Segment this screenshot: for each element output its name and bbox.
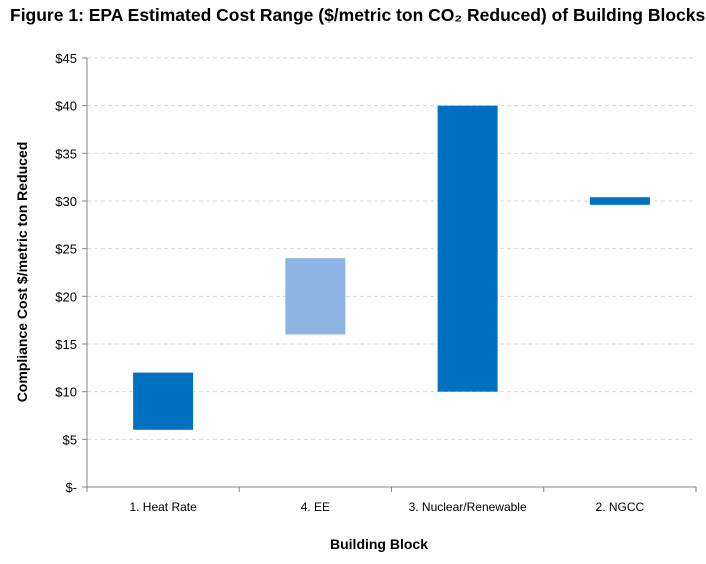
bars — [133, 105, 650, 430]
y-tick-label: $40 — [55, 99, 77, 114]
range-bar — [437, 105, 498, 392]
y-tick-label: $35 — [55, 146, 77, 161]
y-tick-label: $5 — [63, 432, 77, 447]
x-tick-label: 1. Heat Rate — [129, 500, 197, 514]
x-axis-label: Building Block — [330, 536, 428, 552]
x-tick-labels: 1. Heat Rate 4. EE 3. Nuclear/Renewable 2. … — [129, 500, 644, 514]
gridlines — [87, 57, 696, 440]
y-tick-label: $20 — [55, 289, 77, 304]
y-tick-labels: $- $5 $10 $15 $20 $25 $30 $35 $40 $45 — [55, 51, 77, 495]
range-bar — [285, 258, 346, 335]
axes — [82, 57, 697, 492]
range-bar — [133, 372, 194, 430]
chart-title: Figure 1: EPA Estimated Cost Range ($/me… — [10, 5, 706, 25]
y-tick-label: $25 — [55, 242, 77, 257]
x-tick-label: 4. EE — [301, 500, 330, 514]
y-tick-label: $30 — [55, 194, 77, 209]
y-tick-label: $45 — [55, 51, 77, 66]
range-bar — [589, 197, 650, 205]
y-tick-label: $- — [65, 480, 77, 495]
y-tick-label: $15 — [55, 337, 77, 352]
y-tick-label: $10 — [55, 385, 77, 400]
x-tick-label: 3. Nuclear/Renewable — [409, 500, 527, 514]
x-tick-label: 2. NGCC — [596, 500, 645, 514]
